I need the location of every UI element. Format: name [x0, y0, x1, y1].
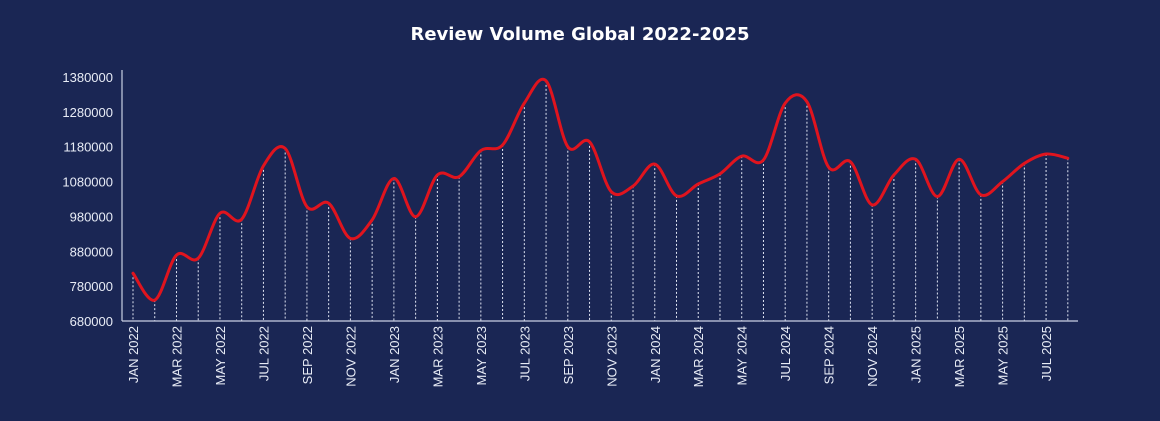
y-tick-label: 780000	[70, 279, 113, 294]
x-tick-label: SEP 2024	[822, 326, 837, 384]
x-tick-label: JUL 2023	[517, 326, 532, 381]
chart-title: Review Volume Global 2022-2025	[410, 24, 749, 45]
x-tick-label: MAY 2023	[474, 326, 489, 386]
drop-lines	[132, 80, 1069, 321]
series-line	[131, 77, 1070, 302]
x-tick-label: MAR 2025	[952, 326, 967, 387]
y-tick-label: 980000	[70, 209, 113, 224]
x-tick-label: MAR 2023	[430, 326, 445, 387]
x-ticks: JAN 2022 MAR 2022 MAY 2022 JUL 2022 SEP 2022…	[126, 326, 1054, 387]
x-tick-label: NOV 2022	[343, 326, 358, 387]
axes	[121, 70, 1078, 322]
x-tick-label: MAR 2024	[691, 326, 706, 387]
x-tick-label: JAN 2024	[648, 326, 663, 383]
x-tick-label: MAY 2024	[735, 326, 750, 386]
x-tick-label: MAY 2025	[996, 326, 1011, 386]
x-tick-label: MAY 2022	[213, 326, 228, 386]
x-tick-label: SEP 2023	[561, 326, 576, 384]
y-tick-label: 1080000	[62, 175, 113, 190]
x-tick-label: JUL 2022	[256, 326, 271, 381]
x-tick-label: NOV 2024	[865, 326, 880, 387]
x-tick-label: JAN 2022	[126, 326, 141, 383]
x-tick-label: JUL 2024	[778, 326, 793, 381]
y-tick-label: 880000	[70, 244, 113, 259]
y-tick-label: 1380000	[62, 70, 113, 85]
x-tick-label: MAR 2022	[169, 326, 184, 387]
y-tick-label: 1180000	[63, 140, 113, 155]
x-tick-label: NOV 2023	[604, 326, 619, 387]
y-tick-label: 680000	[70, 314, 113, 329]
x-tick-label: JUL 2025	[1039, 326, 1054, 381]
x-tick-label: SEP 2022	[300, 326, 315, 384]
y-ticks: 680000 780000 880000 980000 1080000 1180000 12…	[62, 70, 113, 329]
y-tick-label: 1280000	[62, 105, 113, 120]
x-tick-label: JAN 2025	[909, 326, 924, 383]
x-tick-label: JAN 2023	[387, 326, 402, 383]
